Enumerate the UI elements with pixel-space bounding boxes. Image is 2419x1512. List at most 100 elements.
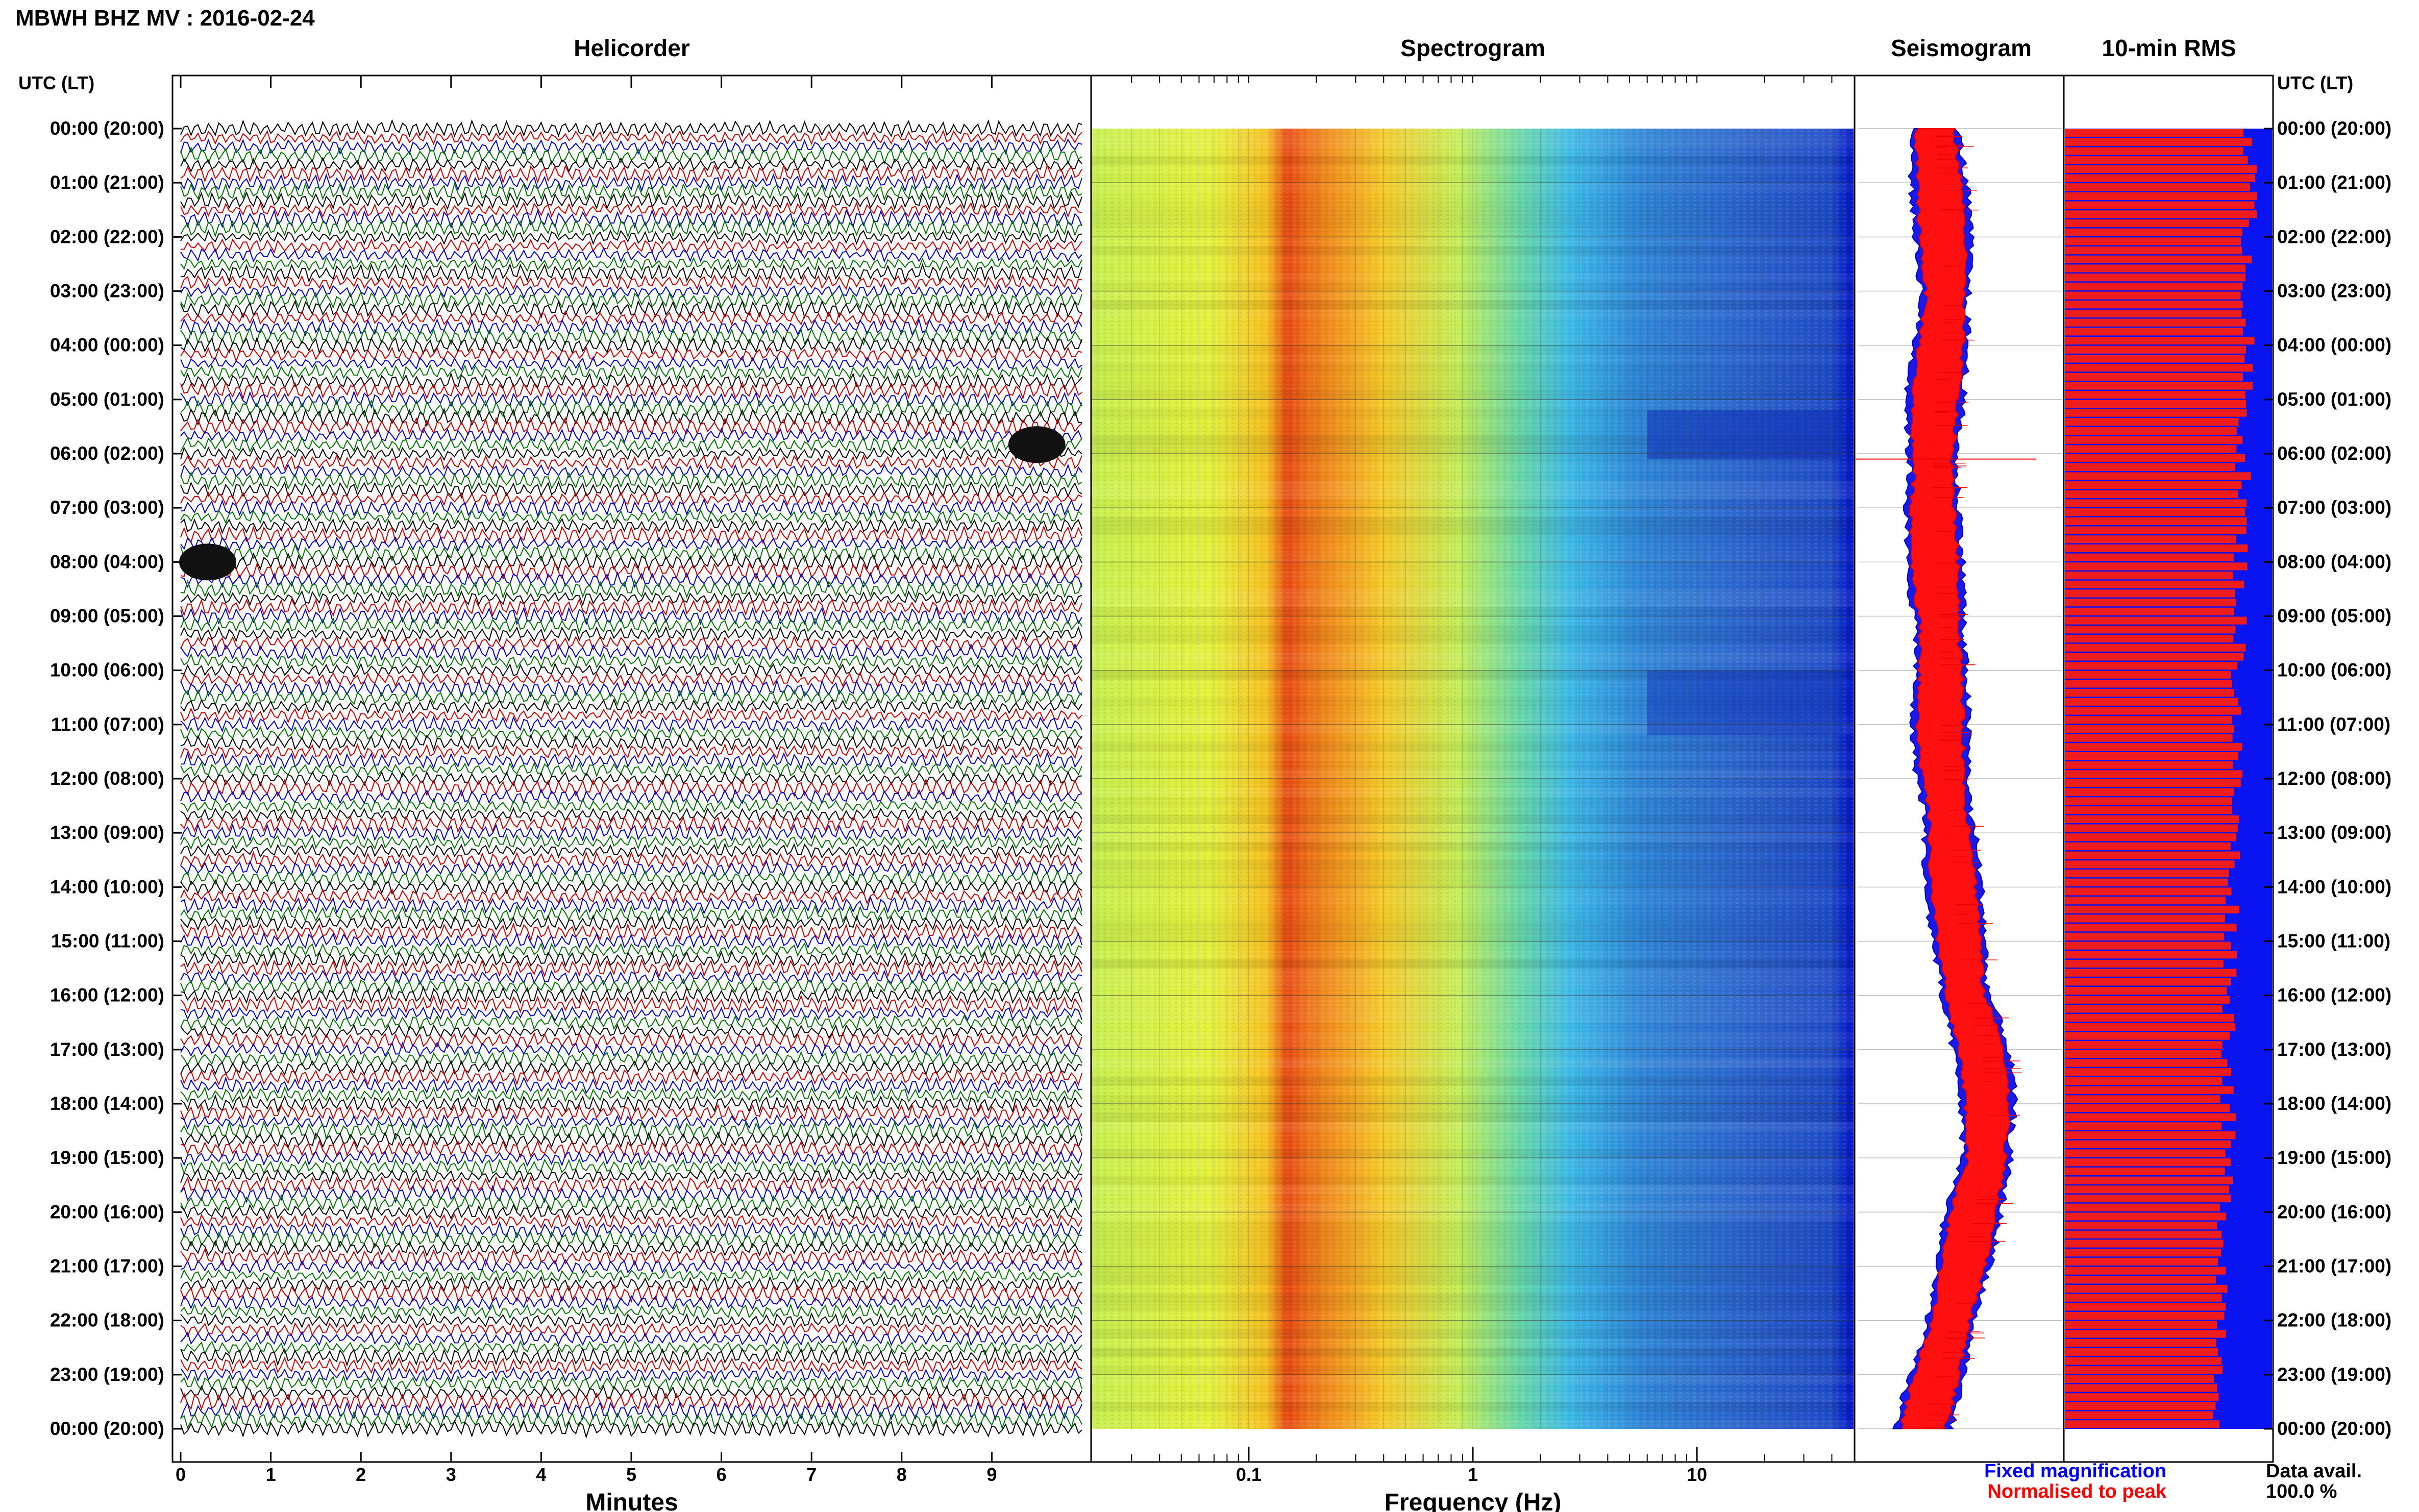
hour-label-left: 07:00 (03:00)	[50, 497, 164, 518]
spectrogram-row	[1092, 1176, 1854, 1185]
helicorder-trace	[180, 238, 1082, 254]
rms-bar	[2065, 1240, 2224, 1248]
helicorder-trace	[180, 1212, 1082, 1229]
spectrogram-row	[1092, 841, 1854, 852]
helicorder-trace	[180, 798, 1082, 814]
spectrogram-row	[1092, 923, 1854, 933]
spectrogram-row	[1092, 309, 1854, 319]
helicorder-trace	[180, 300, 1082, 319]
spectrogram-row	[1092, 1329, 1854, 1339]
rms-bar	[2065, 345, 2246, 354]
rms-bar	[2065, 436, 2243, 444]
spectrogram-row	[1092, 1013, 1854, 1023]
helicorder-x-tick-label: 0	[176, 1464, 186, 1485]
rms-bar	[2065, 932, 2225, 940]
rms-bar	[2065, 364, 2253, 372]
rms-bar	[2065, 192, 2257, 201]
spectrogram-row	[1092, 833, 1854, 842]
rms-bar	[2065, 1303, 2226, 1311]
hour-label-right: 10:00 (06:00)	[2277, 660, 2391, 681]
hour-tick-lines	[172, 128, 2273, 1430]
helicorder-trace	[180, 671, 1082, 688]
helicorder-trace	[180, 336, 1082, 355]
rms-bar	[2065, 806, 2232, 814]
rms-bar	[2065, 905, 2240, 913]
rms-bar	[2065, 201, 2255, 209]
helicorder-trace	[180, 895, 1082, 915]
rms-bars	[2065, 129, 2257, 1428]
hour-label-right: 17:00 (13:00)	[2277, 1039, 2391, 1060]
helicorder-trace	[180, 454, 1082, 471]
hour-label-right: 08:00 (04:00)	[2277, 551, 2391, 572]
helicorder-x-tick-label: 2	[356, 1464, 366, 1485]
rms-panel	[2063, 75, 2274, 1463]
helicorder-trace	[180, 446, 1082, 461]
rms-bar	[2065, 734, 2233, 742]
rms-bar	[2065, 815, 2239, 823]
helicorder-trace	[180, 662, 1082, 679]
spectrogram-row	[1092, 1420, 1854, 1429]
spectrogram-row	[1092, 1122, 1854, 1131]
rms-bar	[2065, 833, 2237, 841]
helicorder-trace	[180, 552, 1082, 572]
rms-bar	[2065, 1140, 2231, 1148]
helicorder-trace	[180, 1094, 1082, 1113]
rms-bar	[2065, 499, 2247, 507]
spectrogram-row	[1092, 363, 1854, 373]
rms-bar	[2065, 580, 2244, 588]
spectrogram-row	[1092, 742, 1854, 752]
helicorder-trace	[180, 1184, 1082, 1204]
rms-bar	[2065, 508, 2245, 516]
hour-label-left: 00:00 (20:00)	[50, 1418, 164, 1439]
helicorder-trace	[180, 1312, 1082, 1329]
rms-bar	[2065, 770, 2243, 778]
rms-bar	[2065, 1366, 2223, 1374]
hour-label-left: 09:00 (05:00)	[50, 606, 164, 627]
hour-labels-right: 00:00 (20:00) 01:00 (21:00) 02:00 (22:00) 0…	[2277, 118, 2391, 1439]
helicorder-trace	[180, 130, 1082, 145]
rms-bar	[2065, 1212, 2227, 1221]
helicorder-panel: 0 1 2 3 4 5 6 7 8 9 Minutes	[171, 75, 1092, 1512]
spectrogram-row	[1092, 959, 1854, 969]
helicorder-trace	[180, 463, 1082, 480]
rms-bar	[2065, 986, 2227, 995]
rms-bar	[2065, 454, 2245, 462]
rms-bar	[2065, 725, 2234, 733]
helicorder-trace	[180, 834, 1082, 851]
helicorder-trace	[180, 1023, 1082, 1039]
rms-bar	[2065, 1420, 2220, 1428]
rms-bar	[2065, 941, 2231, 950]
spectrogram-row-variation	[1092, 129, 1854, 1429]
spectrogram-row	[1092, 1275, 1854, 1285]
hour-label-left: 04:00 (00:00)	[50, 335, 164, 356]
helicorder-trace	[180, 1229, 1082, 1249]
rms-bar	[2065, 851, 2240, 859]
rms-bar	[2065, 147, 2243, 155]
helicorder-x-tick-label: 7	[806, 1464, 817, 1485]
rms-bar	[2065, 797, 2232, 805]
rms-bar	[2065, 842, 2231, 851]
helicorder-traces	[180, 119, 1082, 1439]
hour-label-right: 02:00 (22:00)	[2277, 226, 2391, 247]
hour-label-left: 06:00 (02:00)	[50, 443, 164, 464]
hour-label-right: 22:00 (18:00)	[2277, 1310, 2391, 1331]
helicorder-trace	[180, 1103, 1082, 1122]
helicorder-trace	[180, 635, 1082, 652]
rms-bar	[2065, 661, 2238, 670]
rms-bar	[2065, 553, 2234, 561]
hour-label-right: 09:00 (05:00)	[2277, 606, 2391, 627]
helicorder-trace	[180, 182, 1082, 202]
helicorder-trace	[180, 525, 1082, 546]
helicorder-trace	[180, 229, 1082, 245]
helicorder-trace	[180, 606, 1082, 626]
hour-label-left: 10:00 (06:00)	[50, 660, 164, 681]
spectrogram-row	[1092, 1212, 1854, 1222]
helicorder-trace	[180, 274, 1082, 291]
helicorder-trace	[180, 761, 1082, 778]
rms-bar	[2065, 328, 2243, 336]
rms-bar	[2065, 1257, 2218, 1266]
rms-bar	[2065, 1104, 2230, 1112]
helicorder-trace	[180, 218, 1082, 238]
spectrogram-row	[1092, 724, 1854, 734]
helicorder-trace	[180, 1401, 1082, 1421]
